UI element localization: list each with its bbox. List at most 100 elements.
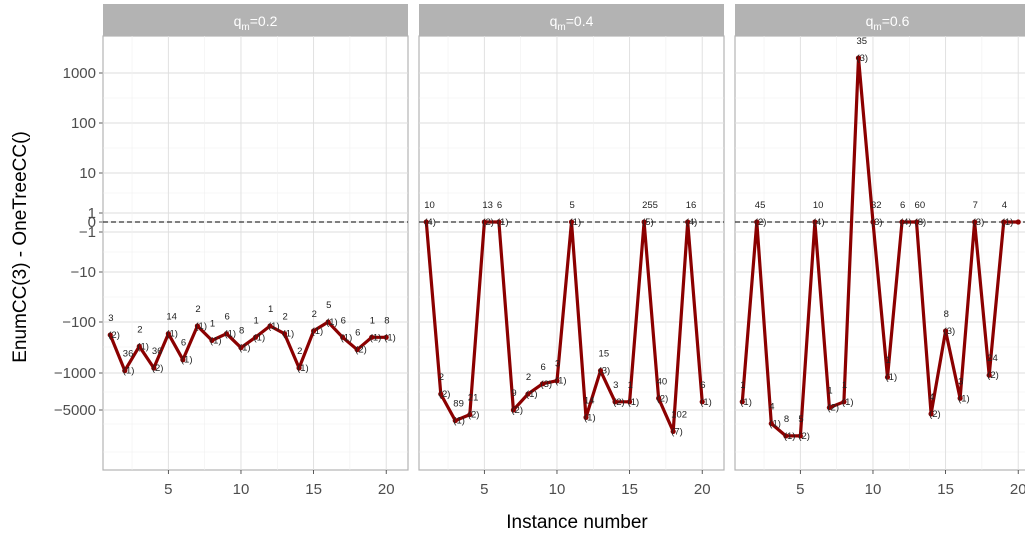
data-label-rank: (2) bbox=[929, 409, 941, 420]
x-tick-label: 15 bbox=[305, 481, 322, 498]
y-tick-label: −100 bbox=[62, 314, 96, 331]
y-tick-label: 0 bbox=[88, 214, 96, 231]
data-label-count: 6 bbox=[341, 315, 346, 326]
data-label-count: 2 bbox=[312, 309, 317, 320]
facet-panel: qm=0.61(1)45(2)4(1) 8(1)5(2)10(4)1(2)1(1)… bbox=[734, 4, 1025, 498]
data-label-count: 1 bbox=[842, 380, 847, 391]
data-label-rank: (3) bbox=[944, 326, 956, 337]
data-label-rank: (2) bbox=[798, 431, 810, 442]
data-label-count: 14 bbox=[166, 312, 177, 323]
facet-strip bbox=[103, 4, 408, 36]
x-axis-title: Instance number bbox=[506, 512, 648, 533]
data-label-count: 6 bbox=[700, 380, 705, 391]
data-label-rank: (1) bbox=[239, 343, 251, 354]
data-label-count: 6 bbox=[224, 312, 229, 323]
data-label-rank: (1) bbox=[297, 363, 309, 374]
data-point bbox=[913, 219, 920, 225]
data-point bbox=[568, 219, 575, 225]
strip-base: q bbox=[866, 13, 874, 29]
panel-background bbox=[734, 35, 1025, 471]
y-tick-label: 10 bbox=[79, 165, 96, 182]
data-label-count: 89 bbox=[453, 399, 464, 410]
data-label-rank: (2) bbox=[987, 370, 999, 381]
data-label-rank: (1) bbox=[254, 332, 266, 343]
data-label-rank: (1) bbox=[958, 393, 970, 404]
strip-subscript: m bbox=[241, 22, 249, 33]
facet-panel: qm=0.23(2)36(1)2(1) 36(2)14(1)6(1)2(1) 1(1… bbox=[102, 4, 409, 498]
data-label-rank: (3) bbox=[856, 53, 868, 64]
data-label-rank: (2) bbox=[439, 389, 451, 400]
data-label-count: 8 bbox=[239, 326, 244, 337]
data-point bbox=[670, 428, 676, 435]
data-point bbox=[481, 219, 487, 225]
strip-base: q bbox=[234, 13, 242, 29]
data-label-count: 8 bbox=[784, 414, 789, 425]
data-label-count: 1 bbox=[740, 380, 745, 391]
data-label-count: 6 bbox=[355, 328, 360, 339]
data-label-rank: (7) bbox=[671, 426, 683, 437]
data-point bbox=[656, 395, 662, 401]
data-point bbox=[525, 391, 531, 397]
facet-strip-label: qm=0.6 bbox=[866, 13, 910, 33]
data-label-rank: (1) bbox=[283, 329, 295, 340]
data-label-rank: (1) bbox=[166, 329, 178, 340]
data-point bbox=[467, 411, 473, 418]
data-label-rank: (1) bbox=[137, 341, 149, 352]
data-label-rank: (1) bbox=[628, 397, 640, 408]
data-label-count: 10 bbox=[424, 200, 435, 211]
data-label-rank: (1) bbox=[123, 366, 135, 377]
data-label-rank: (1) bbox=[370, 332, 382, 343]
data-label-rank: (1) bbox=[555, 376, 567, 387]
data-point bbox=[1015, 219, 1021, 225]
facet-panel: qm=0.410(4)2(2)89(1)21(2)13(2)6(1)9(2)2(… bbox=[418, 4, 725, 498]
data-point bbox=[641, 219, 647, 225]
data-label-count: 5 bbox=[326, 300, 331, 311]
data-label-rank: (1) bbox=[384, 332, 396, 343]
y-tick-label: −5000 bbox=[54, 402, 96, 419]
data-point bbox=[554, 378, 560, 384]
data-label-rank: (1) bbox=[341, 332, 353, 343]
data-label-count: 2 bbox=[283, 312, 288, 323]
y-tick-label: −10 bbox=[71, 264, 96, 281]
data-point bbox=[252, 334, 259, 340]
x-tick-label: 5 bbox=[164, 481, 172, 498]
data-point bbox=[739, 399, 745, 405]
data-point bbox=[423, 219, 429, 225]
data-label-rank: (1) bbox=[326, 317, 338, 328]
data-label-rank: (2) bbox=[108, 330, 120, 341]
data-label-rank: (1) bbox=[740, 397, 752, 408]
data-point bbox=[165, 331, 171, 337]
facet-strip bbox=[735, 4, 1025, 36]
x-tick-label: 10 bbox=[549, 481, 566, 498]
data-point bbox=[699, 399, 705, 405]
data-label-rank: (1) bbox=[268, 321, 280, 332]
data-point bbox=[1001, 219, 1007, 225]
series-line bbox=[108, 320, 387, 373]
data-label-rank: (3) bbox=[871, 217, 883, 228]
series-line bbox=[424, 220, 704, 433]
data-label-count: 1 bbox=[254, 315, 259, 326]
data-label-rank: (2) bbox=[482, 217, 494, 228]
data-point bbox=[583, 414, 589, 420]
data-label-count: 3 bbox=[958, 376, 963, 387]
data-label-rank: (5) bbox=[642, 217, 654, 228]
data-label-count: 24 bbox=[987, 353, 998, 364]
data-label-count: 2 bbox=[195, 304, 200, 315]
data-point bbox=[986, 372, 992, 378]
data-point bbox=[685, 219, 691, 225]
data-point bbox=[899, 219, 905, 225]
strip-rest: =0.6 bbox=[882, 13, 910, 29]
data-point bbox=[122, 368, 128, 374]
data-point bbox=[539, 381, 546, 387]
x-tick-label: 20 bbox=[378, 481, 395, 498]
data-point bbox=[340, 334, 346, 340]
data-point bbox=[957, 395, 963, 401]
data-point bbox=[826, 404, 833, 411]
data-label-rank: (3) bbox=[973, 217, 985, 228]
facet-strip-label: qm=0.4 bbox=[550, 13, 594, 33]
data-point bbox=[369, 334, 375, 340]
data-label-count: 6 bbox=[181, 338, 186, 349]
data-label-count: 8 bbox=[384, 315, 389, 326]
data-point bbox=[354, 347, 360, 353]
data-label-count: 60 bbox=[915, 200, 926, 211]
